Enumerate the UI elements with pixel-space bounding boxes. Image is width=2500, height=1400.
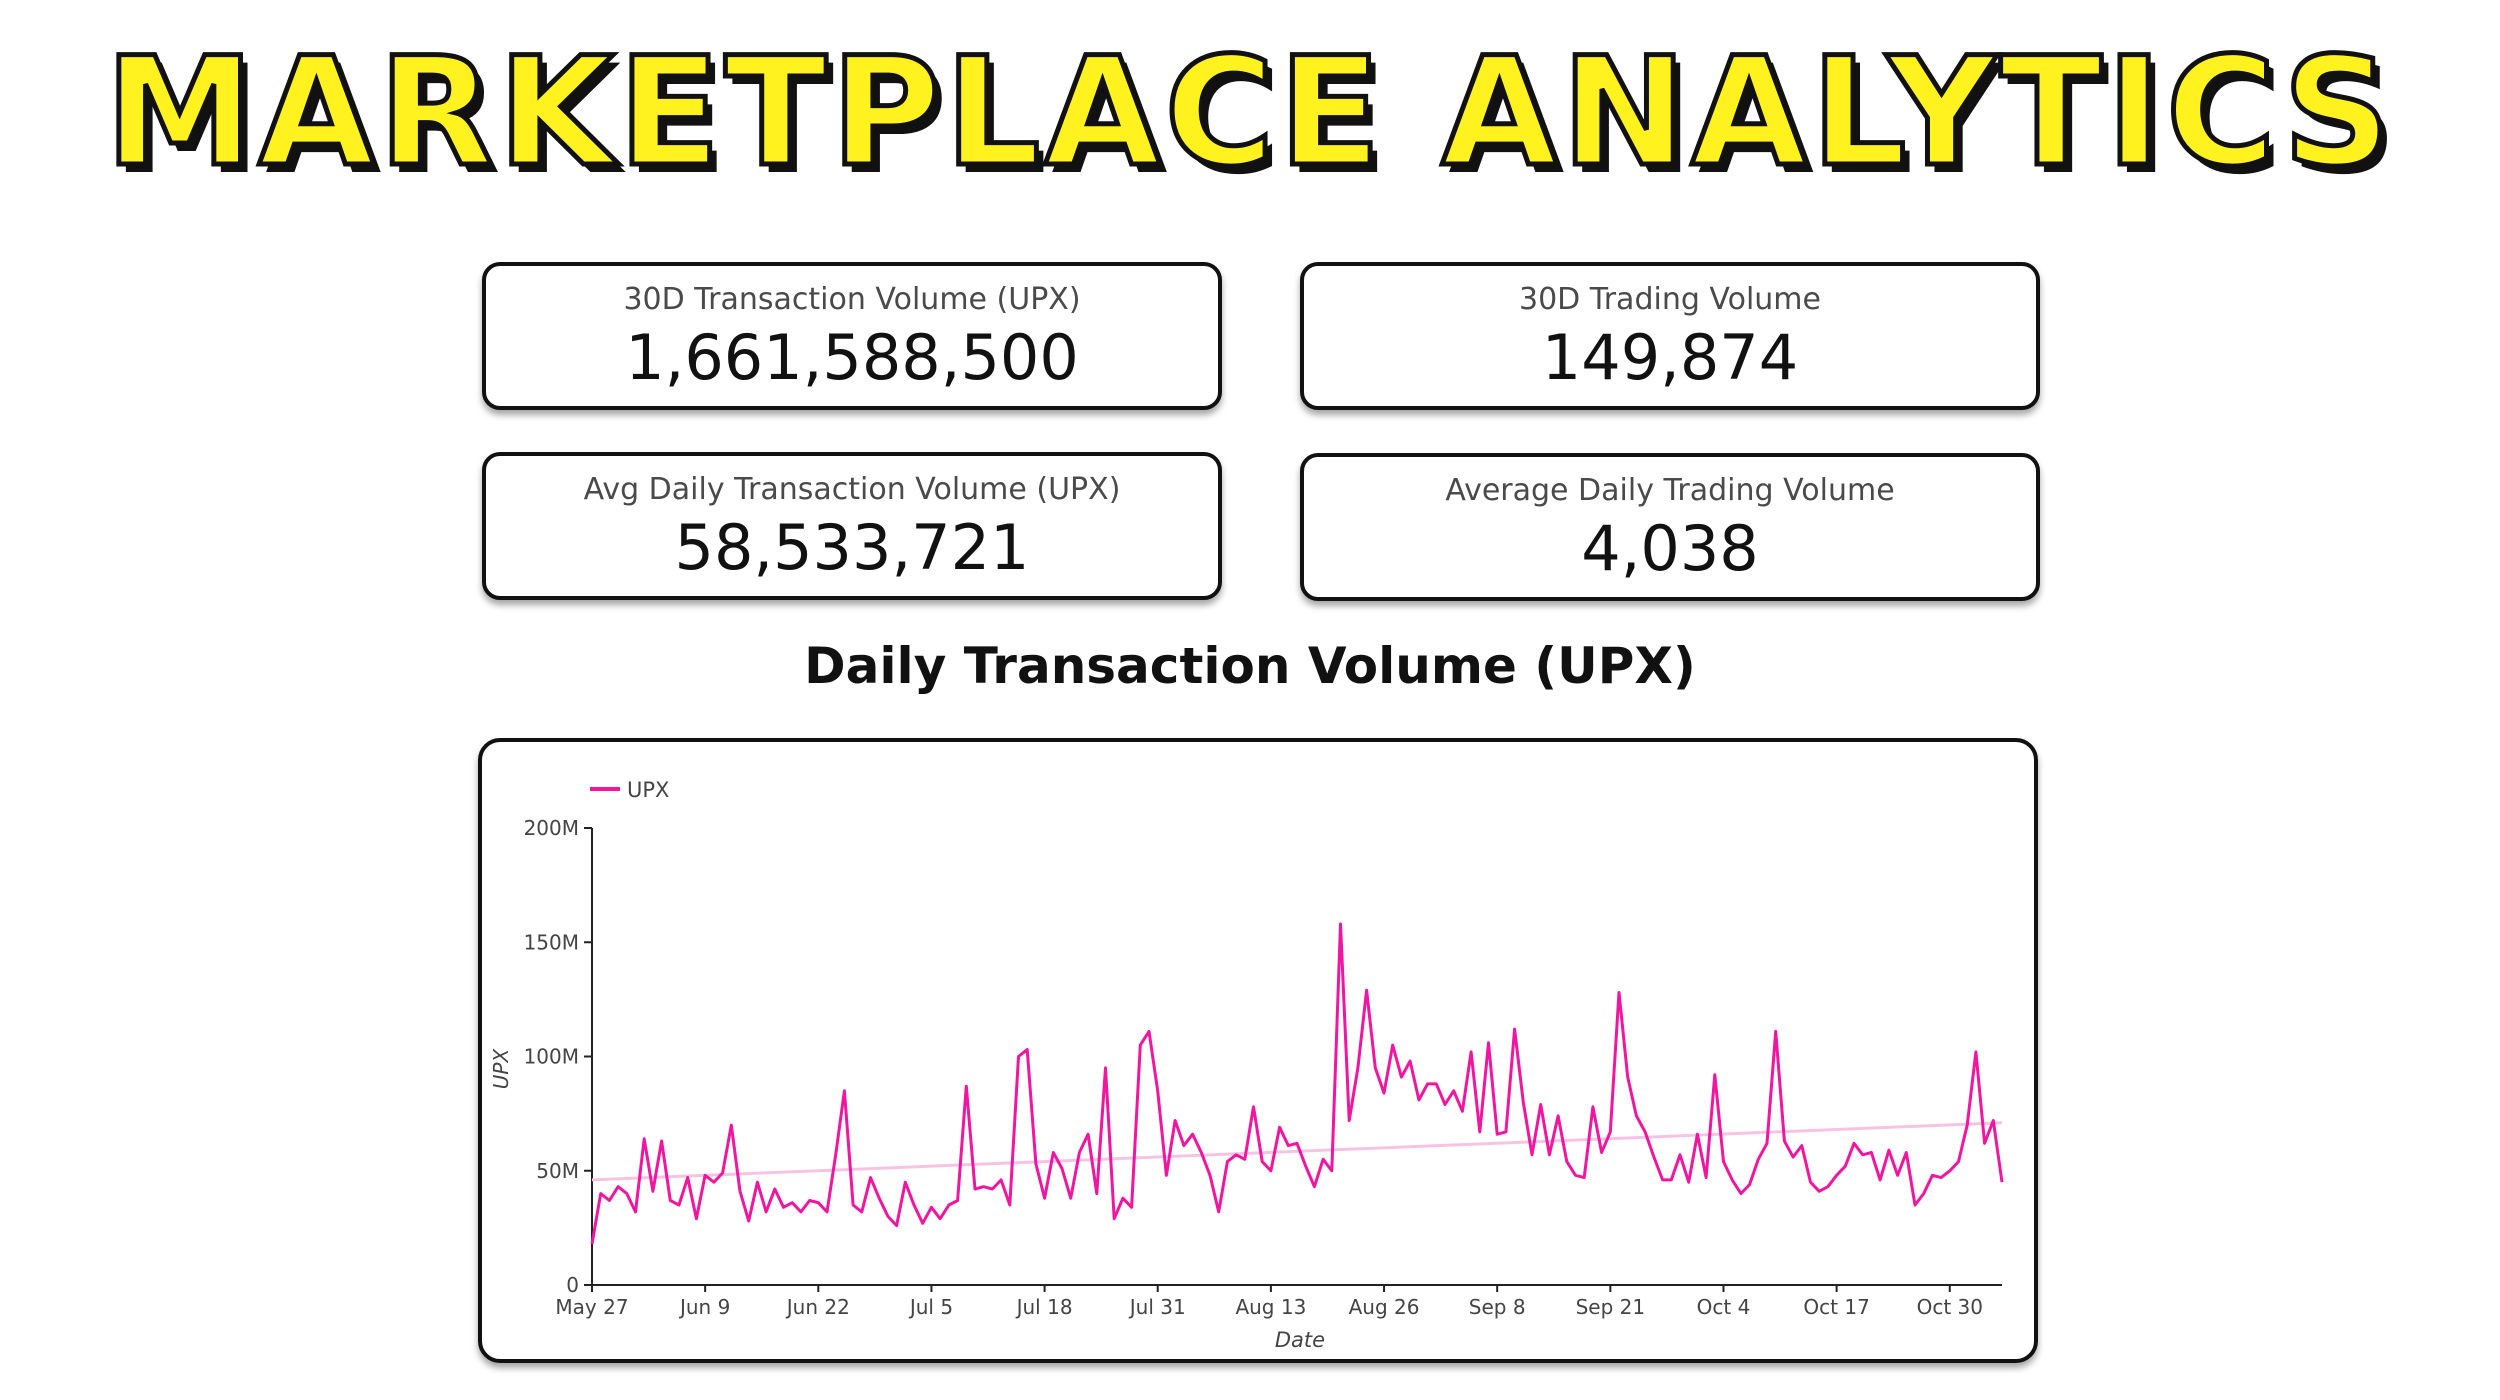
y-tick-label: 150M [524,930,579,954]
line-chart: UPX UPX Date 0 50M 100M 150M 200M May 27 Jun … [489,778,2004,1352]
plot-area [590,922,2004,1245]
x-axis-title: Date [1275,1328,1325,1352]
stat-card-avg-daily-transaction-volume: Avg Daily Transaction Volume (UPX) 58,53… [482,452,1222,600]
x-tick-label: Jul 31 [1128,1295,1186,1319]
stat-card-30d-transaction-volume: 30D Transaction Volume (UPX) 1,661,588,5… [482,262,1222,410]
x-tick-label: Jul 5 [908,1295,953,1319]
x-tick-label: Aug 26 [1349,1295,1420,1319]
x-tick-label: Aug 13 [1235,1295,1306,1319]
x-tick-label: Jun 9 [678,1295,730,1319]
chart-title: Daily Transaction Volume (UPX) [804,637,1696,695]
y-tick-label: 0 [566,1273,579,1297]
x-axis: May 27 Jun 9 Jun 22 Jul 5 Jul 18 Jul 31 Aug 13… [555,1284,2002,1319]
stat-value: 4,038 [1581,512,1759,585]
y-axis-title: UPX [489,1048,513,1090]
stat-value: 1,661,588,500 [625,321,1079,394]
legend-label-upx: UPX [627,778,669,802]
stat-value: 149,874 [1541,321,1799,394]
x-tick-label: Sep 8 [1469,1295,1526,1319]
stat-value: 58,533,721 [674,511,1030,584]
x-tick-label: Jul 18 [1015,1295,1073,1319]
stat-label: Avg Daily Transaction Volume (UPX) [583,472,1121,507]
stat-card-avg-daily-trading-volume: Average Daily Trading Volume 4,038 [1300,453,2040,601]
x-tick-label: Jun 22 [785,1295,850,1319]
stat-label: Average Daily Trading Volume [1445,473,1895,508]
x-tick-label: Oct 4 [1697,1295,1751,1319]
series-line-upx[interactable] [590,922,2004,1245]
y-tick-label: 50M [536,1159,579,1183]
stat-label: 30D Trading Volume [1519,282,1821,317]
stat-card-30d-trading-volume: 30D Trading Volume 149,874 [1300,262,2040,410]
x-tick-label: Sep 21 [1576,1295,1646,1319]
page-title: MARKETPLACE ANALYTICS [103,26,2395,201]
stat-label: 30D Transaction Volume (UPX) [623,282,1081,317]
y-axis: 0 50M 100M 150M 200M [524,816,593,1297]
x-tick-label: May 27 [555,1295,628,1319]
y-tick-label: 200M [524,816,579,840]
x-tick-label: Oct 17 [1803,1295,1869,1319]
chart-panel: UPX UPX Date 0 50M 100M 150M 200M May 27 Jun … [478,738,2038,1363]
x-tick-label: Oct 30 [1917,1295,1983,1319]
y-tick-label: 100M [524,1045,579,1069]
chart-legend[interactable]: UPX [590,778,669,802]
